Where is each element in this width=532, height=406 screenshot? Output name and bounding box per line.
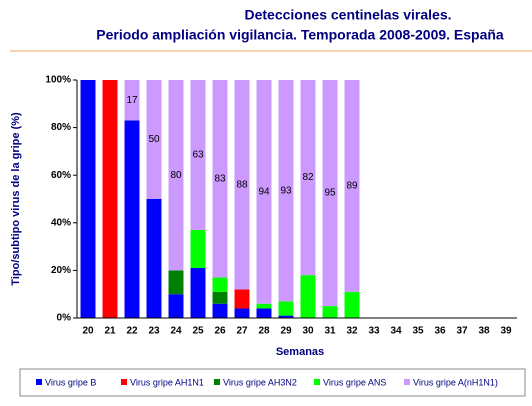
bar-segment: [278, 301, 294, 316]
x-tick-label: 38: [478, 326, 490, 337]
bar-segment: [300, 275, 316, 318]
data-label: 82: [302, 172, 314, 183]
x-tick-label: 27: [236, 326, 248, 337]
bar-segment: [80, 80, 96, 318]
x-tick-label: 22: [126, 326, 138, 337]
x-tick-label: 30: [302, 326, 314, 337]
bar-segment: [234, 308, 250, 318]
x-tick-label: 35: [412, 326, 424, 337]
legend-swatch: [214, 379, 220, 385]
bar-segment: [212, 277, 228, 292]
legend-label: Virus gripe ANS: [323, 377, 386, 387]
bar-segment: [102, 80, 118, 318]
bar-segment: [234, 289, 250, 309]
bar-segment: [256, 80, 272, 304]
x-tick-label: 33: [368, 326, 380, 337]
bar-segment: [190, 229, 206, 269]
bar-segment: [168, 270, 184, 295]
x-tick-label: 20: [82, 326, 94, 337]
data-label: 88: [236, 179, 248, 190]
bar-segment: [322, 80, 338, 307]
bar-segment: [146, 199, 162, 318]
x-tick-label: 37: [456, 326, 468, 337]
bar-segment: [256, 308, 272, 318]
x-tick-label: 34: [390, 326, 402, 337]
legend-swatch: [121, 379, 127, 385]
x-axis-label: Semanas: [276, 346, 324, 358]
legend-swatch: [36, 379, 42, 385]
bar-segment: [212, 80, 228, 278]
bar-segment: [124, 80, 140, 121]
legend-box: [19, 368, 526, 397]
data-label: 89: [346, 181, 358, 192]
legend-label: Virus gripe A(nH1N1): [413, 377, 498, 387]
bar-segment: [124, 120, 140, 319]
data-label: 83: [214, 173, 226, 184]
bar-segment: [234, 80, 250, 290]
chart-title: Detecciones centinelas virales.: [245, 7, 452, 23]
legend-swatch: [404, 379, 410, 385]
x-tick-label: 31: [324, 326, 336, 337]
data-label: 80: [170, 170, 182, 181]
data-label: 50: [148, 134, 160, 145]
x-tick-label: 24: [170, 326, 182, 337]
bar-segment: [278, 80, 294, 302]
bar-segment: [212, 303, 228, 318]
data-label: 95: [324, 188, 336, 199]
bar-segment: [168, 80, 184, 271]
bar-segment: [146, 80, 162, 199]
y-tick-label: 100%: [45, 75, 71, 86]
bar-segment: [278, 315, 294, 318]
x-tick-label: 39: [500, 326, 512, 337]
chart-subtitle: Periodo ampliación vigilancia. Temporada…: [96, 27, 504, 43]
bar-segment: [190, 80, 206, 230]
y-tick-label: 20%: [51, 265, 71, 276]
bar-segment: [168, 294, 184, 318]
y-tick-label: 40%: [51, 217, 71, 228]
bar-segment: [322, 306, 338, 318]
x-tick-label: 28: [258, 326, 270, 337]
bar-segment: [344, 80, 360, 292]
data-label: 94: [258, 187, 270, 198]
y-tick-label: 0%: [57, 313, 72, 324]
bar-segment: [300, 80, 316, 276]
legend-swatch: [314, 379, 320, 385]
x-tick-label: 32: [346, 326, 358, 337]
bar-segment: [212, 291, 228, 304]
data-label: 17: [126, 95, 138, 106]
x-tick-label: 21: [104, 326, 116, 337]
x-tick-label: 25: [192, 326, 204, 337]
bar-segment: [190, 268, 206, 318]
bar-segment: [256, 303, 272, 309]
x-tick-label: 26: [214, 326, 226, 337]
x-tick-label: 36: [434, 326, 446, 337]
legend-label: Virus gripe AH1N1: [130, 377, 204, 387]
x-tick-label: 23: [148, 326, 160, 337]
y-axis-label: Tipo/subtipo virus de la gripe (%): [10, 112, 22, 286]
bar-segment: [344, 291, 360, 318]
y-tick-label: 80%: [51, 122, 71, 133]
data-label: 93: [280, 185, 292, 196]
y-tick-label: 60%: [51, 170, 71, 181]
legend-label: Virus gripe AH3N2: [223, 377, 297, 387]
x-tick-label: 29: [280, 326, 292, 337]
legend-label: Virus gripe B: [45, 377, 96, 387]
data-label: 63: [192, 150, 204, 161]
